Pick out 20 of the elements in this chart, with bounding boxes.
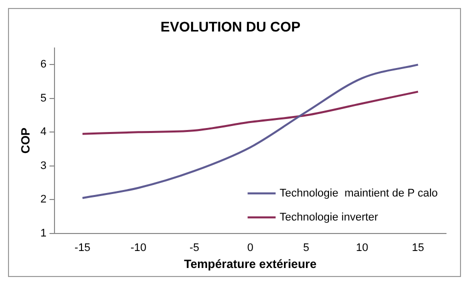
x-tick-label: -10 — [130, 242, 146, 254]
line-series — [81, 64, 420, 199]
chart-title: EVOLUTION DU COP — [160, 18, 301, 34]
legend-label: Technologie inverter — [280, 211, 378, 224]
x-tick-label: 15 — [412, 242, 424, 254]
x-tick-label: 0 — [247, 242, 254, 254]
x-tick-label: 10 — [356, 242, 368, 254]
y-tick-label: 6 — [40, 58, 47, 71]
x-tick-label: 5 — [303, 242, 310, 254]
legend-label: Technologie maintient de P calo — [280, 187, 438, 200]
x-tick-label: -5 — [189, 242, 200, 254]
y-tick-label: 5 — [40, 92, 47, 104]
x-tick-label: -15 — [74, 242, 90, 254]
y-tick-label: 2 — [40, 194, 47, 206]
y-axis-title: COP — [18, 128, 33, 154]
y-tick-label: 3 — [40, 160, 47, 172]
line-series — [81, 90, 420, 135]
x-axis-title: Température extérieure — [184, 257, 317, 272]
y-tick-label: 1 — [40, 227, 47, 240]
y-tick-label: 4 — [40, 126, 47, 138]
